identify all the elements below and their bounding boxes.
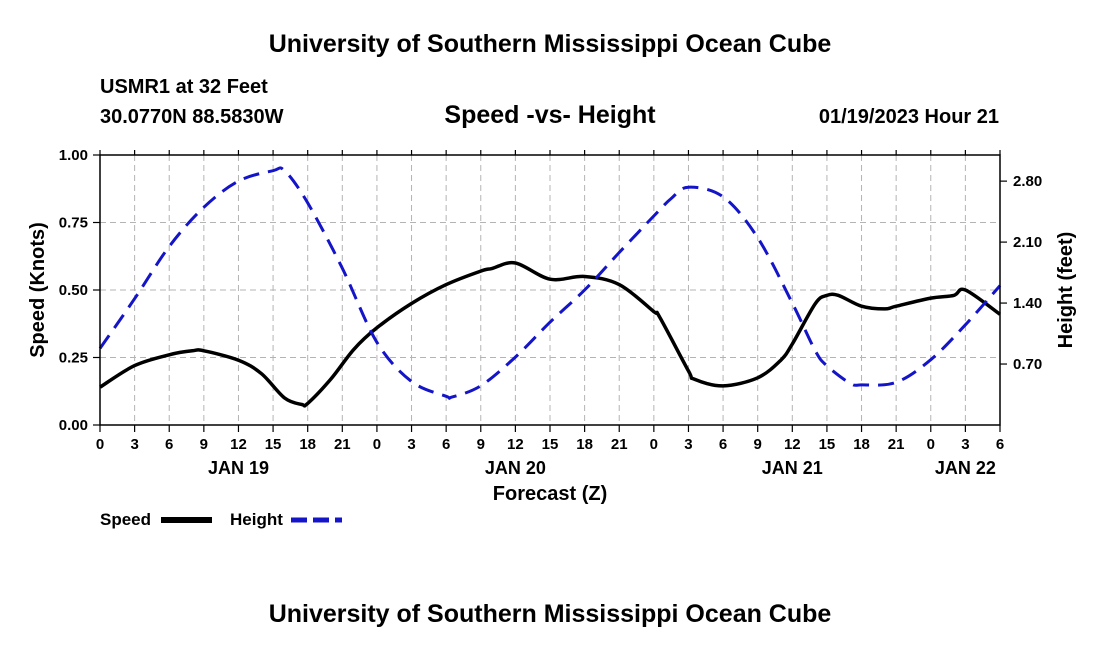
- x-tick-label: 12: [784, 436, 801, 453]
- y-tick-label: 0.25: [59, 350, 88, 367]
- x-tick-label: 15: [542, 436, 559, 453]
- y-tick-label: 1.00: [59, 147, 88, 164]
- series-layer: [98, 166, 1002, 408]
- x-tick-label: 3: [130, 436, 138, 453]
- x-tick-label: 18: [853, 436, 870, 453]
- x-tick-label: 0: [650, 436, 658, 453]
- x-tick-label: 18: [299, 436, 316, 453]
- station-coordinates: 30.0770N 88.5830W: [100, 106, 284, 128]
- x-tick-label: 6: [442, 436, 450, 453]
- series-line-speed: [99, 260, 1002, 408]
- x-tick-label: 9: [200, 436, 208, 453]
- x-tick-label: 0: [96, 436, 104, 453]
- x-tick-label: 15: [819, 436, 836, 453]
- y2-tick-label: 2.10: [1013, 234, 1042, 251]
- legend-label-speed: Speed: [100, 510, 151, 529]
- date-label: JAN 22: [935, 458, 996, 478]
- x-tick-label: 3: [407, 436, 415, 453]
- station-label: USMR1 at 32 Feet: [100, 76, 268, 98]
- y2-axis-title: Height (feet): [1055, 232, 1077, 349]
- date-label: JAN 20: [485, 458, 546, 478]
- x-tick-label: 12: [507, 436, 524, 453]
- x-axis-title: Forecast (Z): [493, 483, 607, 505]
- main-title: University of Southern Mississippi Ocean…: [268, 30, 832, 58]
- x-tick-label: 9: [754, 436, 762, 453]
- x-tick-label: 12: [230, 436, 247, 453]
- x-tick-label: 9: [477, 436, 485, 453]
- x-tick-label: 0: [373, 436, 381, 453]
- footer-title: University of Southern Mississippi Ocean…: [268, 600, 832, 628]
- x-tick-label: 21: [888, 436, 905, 453]
- x-tick-label: 6: [996, 436, 1004, 453]
- legend: Speed Height: [100, 510, 342, 529]
- y2-tick-label: 2.80: [1013, 173, 1042, 190]
- y2-tick-label: 1.40: [1013, 295, 1042, 312]
- x-tick-label: 6: [165, 436, 173, 453]
- x-tick-label: 15: [265, 436, 282, 453]
- x-tick-label: 6: [719, 436, 727, 453]
- chart-title: Speed -vs- Height: [444, 101, 656, 129]
- date-label: JAN 21: [762, 458, 823, 478]
- x-tick-label: 0: [927, 436, 935, 453]
- y-tick-label: 0.75: [59, 215, 88, 232]
- y-tick-label: 0.50: [59, 282, 88, 299]
- x-tick-label: 21: [334, 436, 351, 453]
- legend-label-height: Height: [230, 510, 283, 529]
- x-tick-label: 18: [576, 436, 593, 453]
- y-axis-title: Speed (Knots): [27, 222, 49, 358]
- y-tick-label: 0.00: [59, 417, 88, 434]
- series-line-height: [98, 166, 1002, 400]
- plot-frame: [99, 154, 1001, 426]
- y2-tick-label: 0.70: [1013, 356, 1042, 373]
- forecast-timestamp: 01/19/2023 Hour 21: [818, 106, 999, 128]
- axes: 0 3 6 9 12 15 18 21 0 3 6 9 12 15 18 21 0 3 6 9 12 15 18 21 0 3 6 0…: [59, 147, 1042, 478]
- x-tick-label: 21: [611, 436, 628, 453]
- date-label: JAN 19: [208, 458, 269, 478]
- x-tick-label: 3: [684, 436, 692, 453]
- x-tick-label: 3: [961, 436, 969, 453]
